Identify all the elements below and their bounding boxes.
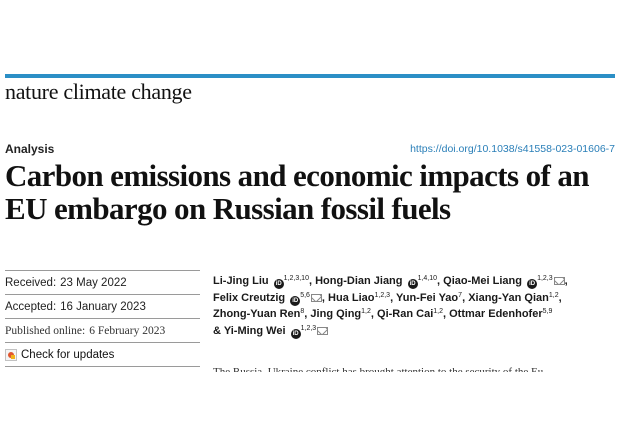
author-affiliation: 1,2,3,10 bbox=[283, 275, 309, 282]
published-label: Published online: bbox=[5, 324, 86, 337]
orcid-icon[interactable]: iD bbox=[527, 279, 538, 289]
received-row: Received: 23 May 2022 bbox=[5, 270, 200, 294]
author-name[interactable]: Yun-Fei Yao bbox=[396, 291, 459, 304]
author[interactable]: Yun-Fei Yao7 bbox=[396, 292, 462, 304]
check-for-updates[interactable]: Check for updates bbox=[5, 342, 200, 366]
orcid-icon[interactable]: iD bbox=[407, 279, 418, 289]
author-affiliation: 1,2 bbox=[548, 291, 559, 299]
author-affiliation: 1,2,3 bbox=[300, 324, 317, 332]
orcid-icon[interactable]: iD bbox=[290, 328, 301, 339]
journal-name[interactable]: nature climate change bbox=[5, 79, 192, 104]
author[interactable]: Felix Creutzig iD5,6 bbox=[213, 291, 322, 306]
author-name[interactable]: Li-Jing Liu bbox=[213, 275, 269, 287]
author[interactable]: Hong-Dian Jiang iD1,4,10 bbox=[315, 275, 438, 289]
author-affiliation: 1,2 bbox=[433, 308, 443, 315]
author-affiliation: 1,4,10 bbox=[417, 275, 438, 282]
author[interactable]: Qiao-Mei Liang iD1,2,3 bbox=[443, 275, 565, 289]
author-name[interactable]: Qi-Ran Cai bbox=[377, 308, 434, 320]
accepted-row: Accepted: 16 January 2023 bbox=[5, 294, 200, 318]
published-row: Published online: 6 February 2023 bbox=[5, 318, 200, 342]
author-affiliation: 8 bbox=[300, 308, 305, 315]
accepted-label: Accepted: bbox=[5, 300, 57, 313]
dates-bottom-rule bbox=[5, 366, 200, 367]
author[interactable]: & Yi-Ming Wei iD1,2,3 bbox=[213, 324, 329, 339]
article-dates: Received: 23 May 2022 Accepted: 16 Janua… bbox=[5, 270, 200, 366]
orcid-icon[interactable]: iD bbox=[273, 279, 284, 289]
mail-icon[interactable] bbox=[310, 293, 322, 302]
author-name[interactable]: Ottmar Edenhofer bbox=[449, 308, 543, 320]
author-affiliation: 7 bbox=[458, 291, 463, 299]
crossmark-icon bbox=[5, 348, 17, 361]
author[interactable]: Xiang-Yan Qian1,2 bbox=[468, 292, 558, 304]
author-name[interactable]: Xiang-Yan Qian bbox=[468, 291, 549, 304]
received-label: Received: bbox=[5, 276, 57, 289]
author-name[interactable]: Hua Liao bbox=[328, 291, 375, 304]
abstract-partial: The Russia–Ukraine conflict has brought … bbox=[213, 366, 544, 372]
author[interactable]: Qi-Ran Cai1,2 bbox=[377, 308, 443, 320]
author-list: Li-Jing Liu iD1,2,3,10, Hong-Dian Jiang … bbox=[213, 275, 568, 339]
author-name[interactable]: Yi-Ming Wei bbox=[223, 324, 286, 337]
journal-header-rule bbox=[5, 74, 615, 78]
author-name[interactable]: Felix Creutzig bbox=[213, 291, 286, 304]
author[interactable]: Hua Liao1,2,3 bbox=[328, 292, 390, 304]
orcid-icon[interactable]: iD bbox=[290, 295, 301, 306]
check-for-updates-label[interactable]: Check for updates bbox=[21, 348, 115, 361]
author-name[interactable]: Hong-Dian Jiang bbox=[315, 275, 403, 287]
author[interactable]: Zhong-Yuan Ren8 bbox=[213, 308, 304, 320]
author-affiliation: 1,2,3 bbox=[374, 291, 391, 299]
author-affiliation: 1,2 bbox=[361, 308, 371, 315]
author-affiliation: 5,9 bbox=[542, 308, 553, 315]
published-date: 6 February 2023 bbox=[89, 324, 166, 337]
author-affiliation: 5,6 bbox=[300, 291, 310, 299]
author[interactable]: Jing Qing1,2 bbox=[310, 308, 370, 320]
author-name[interactable]: Jing Qing bbox=[310, 308, 362, 320]
doi-link[interactable]: https://doi.org/10.1038/s41558-023-01606… bbox=[410, 143, 615, 155]
author-name[interactable]: Qiao-Mei Liang bbox=[443, 275, 522, 287]
article-type: Analysis bbox=[5, 142, 55, 156]
author-affiliation: 1,2,3 bbox=[537, 275, 553, 282]
mail-icon[interactable] bbox=[553, 277, 565, 285]
mail-icon[interactable] bbox=[317, 326, 329, 335]
author-name[interactable]: Zhong-Yuan Ren bbox=[213, 308, 301, 320]
article-title: Carbon emissions and economic impacts of… bbox=[5, 158, 590, 226]
author[interactable]: Li-Jing Liu iD1,2,3,10 bbox=[213, 275, 309, 289]
accepted-date: 16 January 2023 bbox=[60, 300, 146, 313]
author[interactable]: Ottmar Edenhofer5,9 bbox=[449, 308, 552, 320]
received-date: 23 May 2022 bbox=[60, 276, 127, 289]
